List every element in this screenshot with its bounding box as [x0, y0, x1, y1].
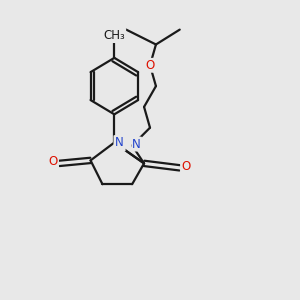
Text: O: O — [146, 59, 154, 72]
Text: O: O — [49, 155, 58, 168]
Text: H: H — [116, 138, 125, 151]
Text: N: N — [114, 136, 123, 149]
Text: CH₃: CH₃ — [103, 29, 125, 42]
Text: N: N — [132, 138, 141, 151]
Text: O: O — [181, 160, 190, 173]
